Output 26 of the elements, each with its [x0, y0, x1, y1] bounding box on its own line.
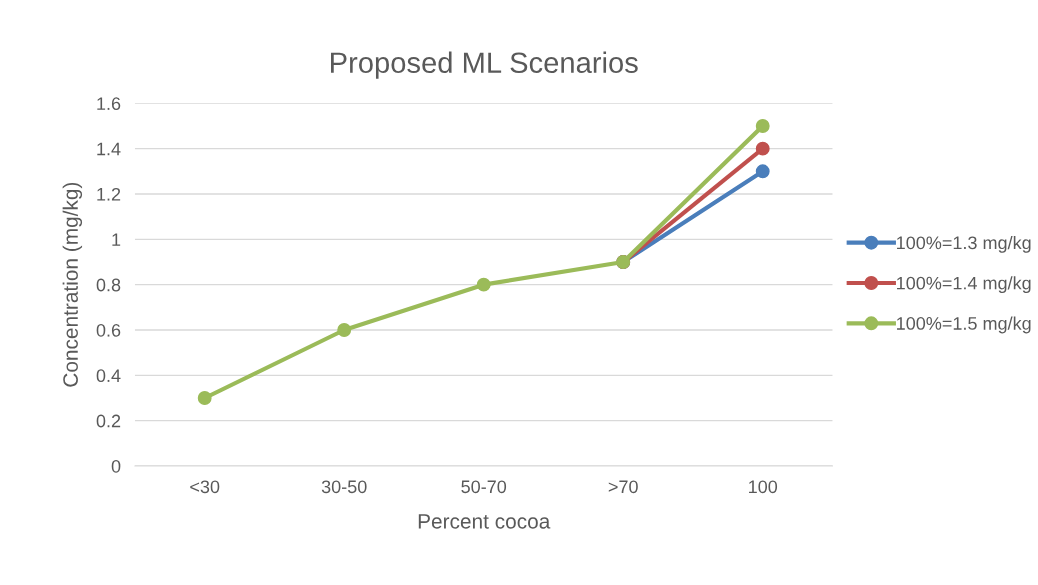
y-tick-label: 0.4: [96, 369, 121, 383]
point: [197, 391, 212, 405]
point: [337, 323, 352, 337]
y-tick-label: 1: [112, 233, 121, 246]
x-tick-label: 30-50: [321, 480, 367, 494]
y-tick-label: 1.4: [97, 142, 121, 156]
point: [755, 141, 770, 156]
y-tick-label: 0.8: [96, 278, 121, 292]
legend-label: 100%=1.4 mg/kg: [897, 276, 1031, 294]
y-tick-label: 1.2: [97, 187, 121, 201]
point: [476, 277, 491, 292]
x-tick-label: 100: [749, 480, 778, 494]
point: [755, 119, 770, 133]
y-tick-label: 0: [111, 459, 121, 473]
x-tick-label: 50-70: [461, 480, 507, 494]
y-tick-label: 1.6: [97, 97, 121, 111]
x-axis-title: Percent cocoa: [418, 514, 551, 529]
legend-label: 100%=1.5 mg/kg: [897, 316, 1031, 334]
chart-title: Proposed ML Scenarios: [331, 51, 638, 79]
y-axis-title: Concentration (mg/kg): [62, 182, 83, 387]
x-tick-label: >70: [608, 480, 638, 494]
point: [755, 164, 770, 179]
y-tick-label: 0.2: [96, 414, 121, 428]
y-tick-label: 0.6: [96, 323, 121, 337]
x-tick-label: <30: [190, 480, 220, 494]
legend-label: 100%=1.3 mg/kg: [897, 235, 1031, 253]
